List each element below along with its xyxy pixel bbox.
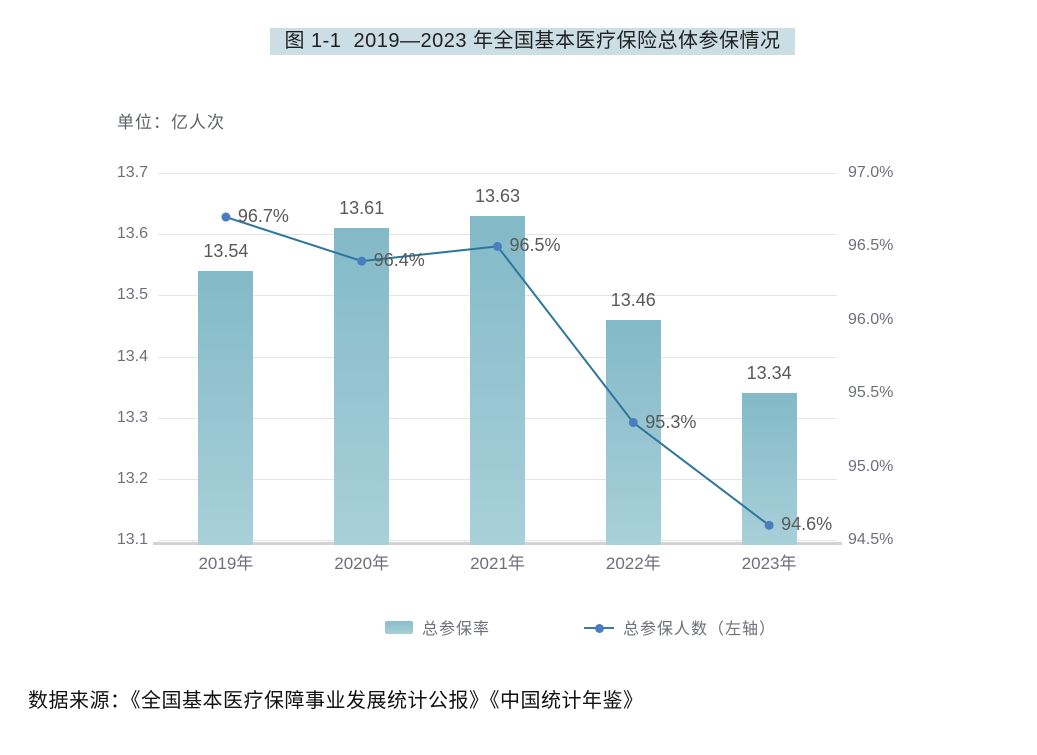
x-axis-label: 2020年 <box>334 554 390 573</box>
left-axis-tick: 13.7 <box>116 164 148 181</box>
x-axis-label: 2023年 <box>741 554 797 573</box>
left-axis-tick: 13.5 <box>116 286 148 304</box>
bar-value-label: 13.34 <box>746 363 792 384</box>
x-axis-label: 2021年 <box>470 554 525 573</box>
chart-title: 图 1-1 2019—2023 年全国基本医疗保险总体参保情况 <box>270 28 795 55</box>
left-axis-tick: 13.2 <box>116 469 148 487</box>
x-axis-label: 2022年 <box>605 554 661 573</box>
line-point-2019年 <box>221 212 231 222</box>
legend-item-bar-series[interactable]: 总参保率 <box>385 615 490 639</box>
left-axis-tick: 13.6 <box>116 225 148 243</box>
right-axis-tick: 96.5% <box>848 237 894 255</box>
bar-value-label: 13.54 <box>203 240 249 261</box>
bar-2022年 <box>605 319 661 545</box>
gridline <box>158 173 837 174</box>
legend-label-bar: 总参保率 <box>422 621 491 638</box>
bar-2019年 <box>198 270 254 545</box>
unit-label: 单位：亿人次 <box>117 113 225 132</box>
line-point-label: 95.3% <box>645 411 697 432</box>
title-row: 图 1-1 2019—2023 年全国基本医疗保险总体参保情况 <box>0 28 1037 55</box>
right-axis-tick: 95.5% <box>848 384 894 402</box>
line-point-label: 96.7% <box>237 206 289 227</box>
legend: 总参保率 总参保人数（左轴） <box>385 615 776 639</box>
left-axis-tick: 13.4 <box>116 347 148 365</box>
right-axis-tick: 95.0% <box>848 457 894 475</box>
line-point-label: 96.4% <box>373 250 425 271</box>
right-axis-tick: 96.0% <box>848 310 894 328</box>
bar-value-label: 13.46 <box>610 289 656 310</box>
line-point-label: 94.6% <box>781 514 833 535</box>
bar-value-label: 13.63 <box>474 185 521 206</box>
bar-2021年 <box>470 215 525 545</box>
x-axis-label: 2019年 <box>198 554 254 573</box>
left-axis-tick: 13.1 <box>116 531 148 548</box>
legend-item-line-series[interactable]: 总参保人数（左轴） <box>584 615 776 639</box>
line-point-label: 96.5% <box>509 235 561 256</box>
right-axis-tick: 94.5% <box>848 531 894 548</box>
legend-label-line: 总参保人数（左轴） <box>623 621 777 638</box>
left-axis-tick: 13.3 <box>116 408 148 426</box>
bar-value-label: 13.61 <box>339 198 385 219</box>
source-note: 数据来源：《全国基本医疗保障事业发展统计公报》《中国统计年鉴》 <box>28 690 644 712</box>
right-axis-tick: 97.0% <box>848 164 894 181</box>
line-swatch-icon <box>584 621 615 634</box>
bar-swatch-icon <box>385 620 413 634</box>
bar-2020年 <box>334 228 390 545</box>
